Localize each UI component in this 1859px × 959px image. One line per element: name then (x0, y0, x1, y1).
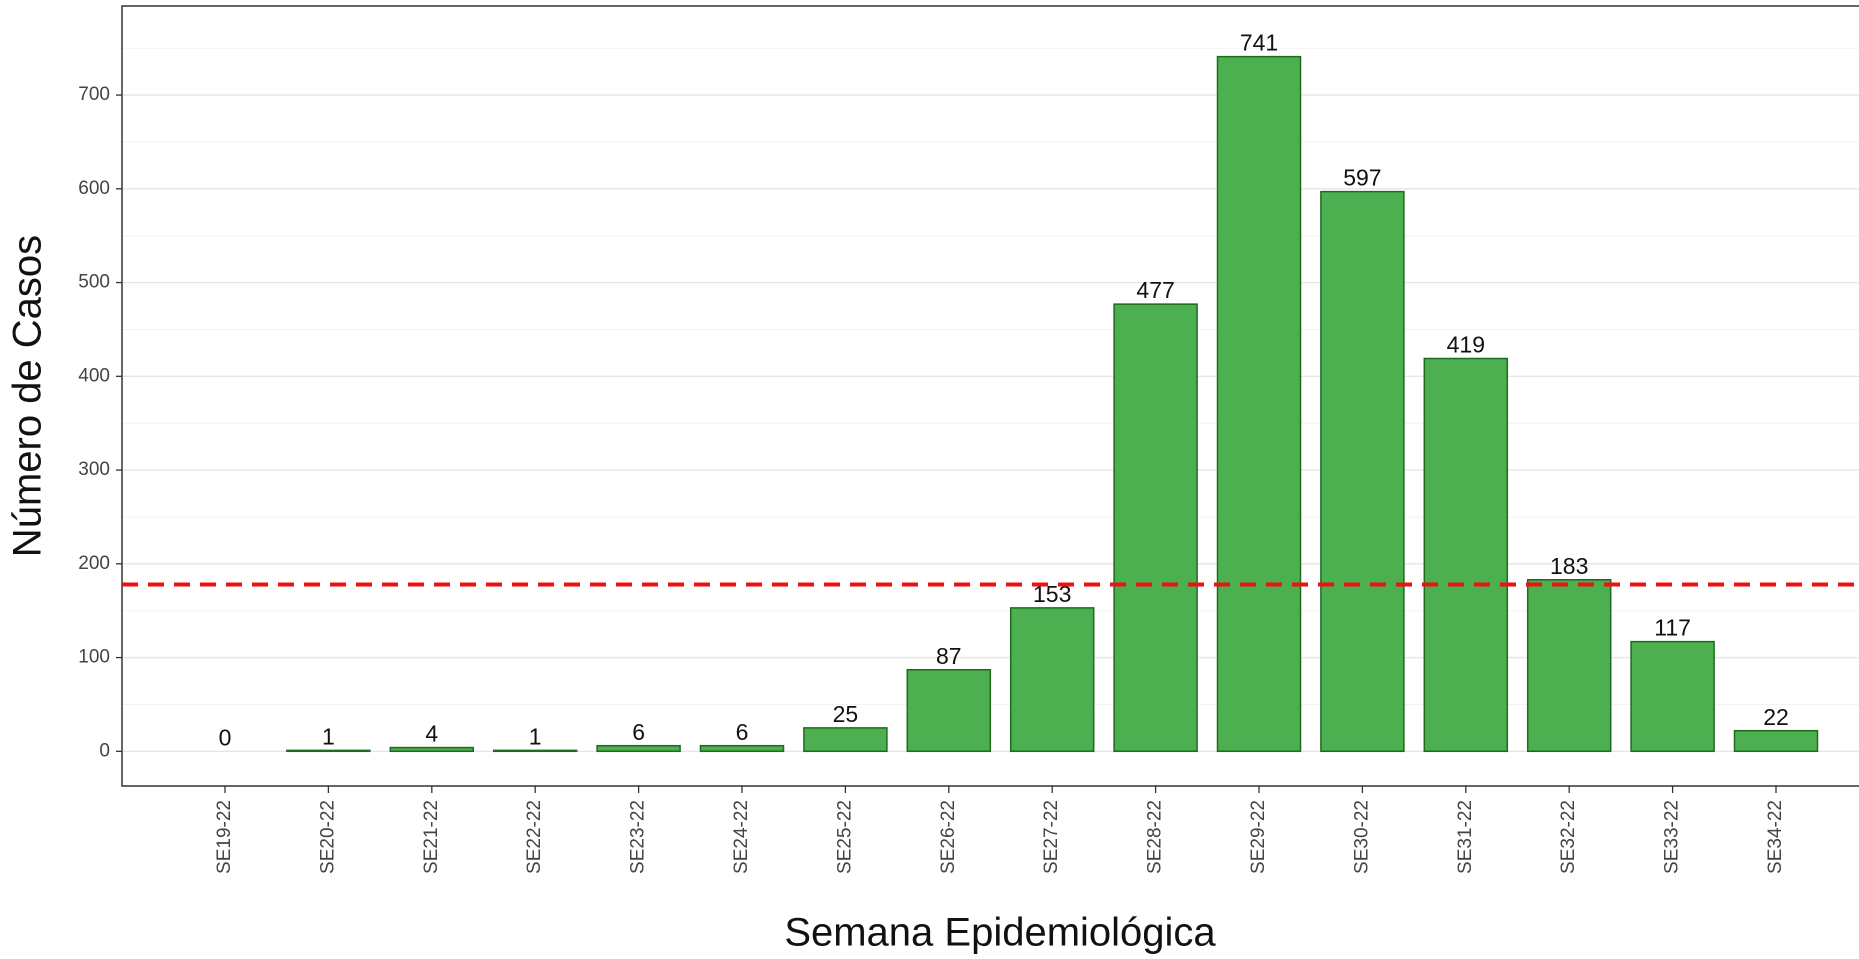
bar (389, 746, 475, 753)
bar (1630, 640, 1715, 753)
bar (492, 749, 578, 753)
y-axis-title: Número de Casos (6, 235, 50, 557)
value-label: 22 (1763, 704, 1789, 730)
value-label: 597 (1343, 165, 1381, 191)
bar (1216, 55, 1302, 753)
value-label: 477 (1136, 277, 1174, 303)
panel-border (121, 5, 1859, 787)
x-axis-title: Semana Epidemiológica (784, 911, 1216, 955)
value-label: 1 (529, 723, 542, 749)
value-label: 87 (936, 643, 962, 669)
value-label: 1 (322, 723, 335, 749)
bar (1320, 190, 1405, 753)
bar (596, 744, 681, 753)
x-tick-label: SE24-22 (731, 800, 752, 874)
bar (1113, 303, 1198, 753)
x-tick-label: SE22-22 (524, 800, 545, 874)
x-tick-label: SE19-22 (214, 800, 235, 874)
bar (906, 669, 992, 753)
value-label: 0 (219, 724, 232, 750)
x-tick-label: SE29-22 (1248, 800, 1269, 874)
x-tick-label: SE33-22 (1662, 800, 1683, 874)
x-tick-label: SE25-22 (834, 800, 855, 874)
bar (1526, 579, 1612, 753)
x-tick-label: SE20-22 (317, 800, 338, 874)
bar (1733, 729, 1819, 753)
y-tick-label: 200 (78, 553, 110, 574)
value-label: 6 (736, 719, 749, 745)
bar (1423, 357, 1509, 753)
x-tick-label: SE31-22 (1455, 800, 1476, 874)
y-tick-label: 100 (78, 647, 110, 668)
y-tick-label: 0 (99, 740, 110, 761)
x-tick-label: SE28-22 (1145, 800, 1166, 874)
value-label: 419 (1447, 332, 1485, 358)
y-tick-label: 400 (78, 365, 110, 386)
bar (803, 727, 888, 753)
y-tick-label: 500 (78, 272, 110, 293)
bar (699, 744, 785, 753)
value-label: 6 (632, 719, 645, 745)
x-tick-label: SE32-22 (1558, 800, 1579, 874)
y-tick-label: 700 (78, 84, 110, 105)
bar (1009, 607, 1095, 753)
x-tick-label: SE34-22 (1765, 800, 1786, 874)
x-tick-label: SE21-22 (421, 800, 442, 874)
y-tick-label: 300 (78, 459, 110, 480)
x-tick-label: SE27-22 (1041, 800, 1062, 874)
y-tick-label: 600 (78, 178, 110, 199)
value-label: 25 (833, 701, 859, 727)
value-label: 183 (1550, 553, 1588, 579)
bar (286, 749, 371, 753)
value-label: 4 (425, 721, 438, 747)
x-tick-label: SE23-22 (628, 800, 649, 874)
x-tick-label: SE30-22 (1351, 800, 1372, 874)
value-label: 741 (1240, 30, 1278, 56)
x-tick-label: SE26-22 (938, 800, 959, 874)
value-label: 117 (1654, 615, 1691, 641)
